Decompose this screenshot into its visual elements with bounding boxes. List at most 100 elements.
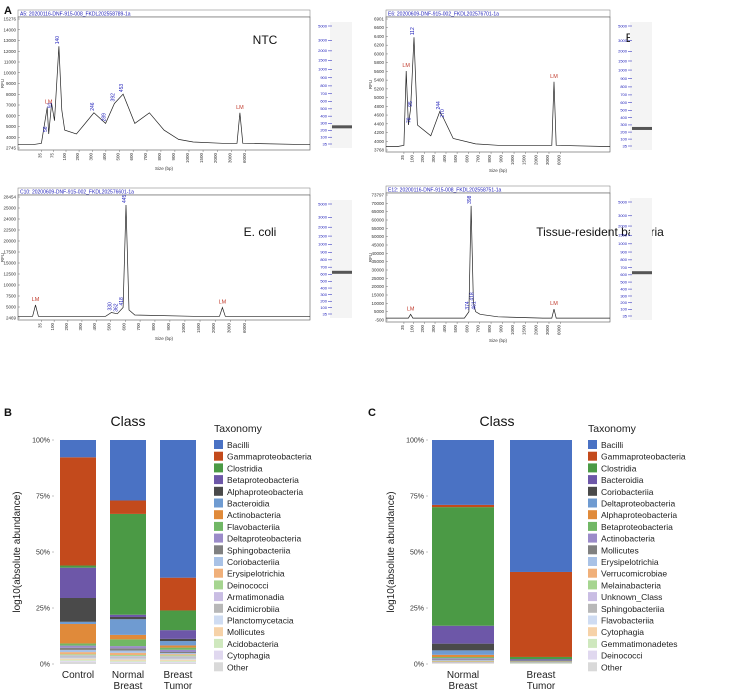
elec-ytick: 5800: [374, 60, 385, 65]
gel-ladder-label: 800: [320, 83, 327, 88]
gel-ladder-label: 700: [620, 265, 627, 270]
elec-xlabel: Size (bp): [489, 338, 508, 343]
bar-segment: [432, 657, 494, 659]
elec-xtick: 35: [400, 155, 405, 161]
legend-label: Gammaproteobacteria: [227, 452, 312, 462]
bar-chart-title: Class: [479, 413, 514, 429]
gel-ladder-label: 600: [320, 99, 327, 104]
legend-swatch: [214, 662, 223, 672]
legend-label: Sphingobacteriia: [601, 604, 665, 614]
elec-xtick: 2000: [211, 323, 216, 334]
elec-xlabel: Size (bp): [155, 336, 174, 341]
gel-ladder-label: 600: [620, 100, 627, 105]
bar-segment: [160, 655, 196, 657]
elec-ytick: 5000: [374, 95, 385, 100]
bar-segment: [160, 641, 196, 646]
elec-ylabel: RFU: [368, 80, 373, 89]
gel-ladder-label: 900: [620, 249, 627, 254]
elec-ytick: 6600: [374, 25, 385, 30]
bar-category-label: Control: [62, 670, 94, 681]
bar-segment: [110, 659, 146, 661]
elec-xtick: 900: [499, 325, 504, 333]
bar-segment: [160, 647, 196, 650]
elec-ytick: 55000: [371, 226, 384, 231]
elec-trace: [386, 37, 611, 147]
elec-ytick: 7500: [6, 294, 17, 299]
gel-ladder-label: 200: [620, 129, 627, 134]
legend-label: Bacilli: [601, 440, 623, 450]
bar-segment: [60, 657, 96, 659]
elec-ytick: 25000: [371, 276, 384, 281]
gel-sample-band: [332, 270, 352, 274]
elec-peak-label: 445: [122, 194, 128, 203]
bar-segment: [60, 457, 96, 566]
legend-swatch: [588, 592, 597, 602]
legend-swatch: [588, 475, 597, 485]
elec-xtick: 100: [410, 325, 415, 333]
elec-ytick: 4400: [374, 121, 385, 126]
elec-ytick: 9000: [6, 81, 17, 86]
elec-ytick: 50000: [371, 234, 384, 239]
elec-ytick: 4600: [374, 113, 385, 118]
bar-chart-ylabel: log10(absolute abundance): [12, 491, 23, 612]
legend-label: Alphaproteobacteria: [601, 510, 677, 520]
elec-xtick: 35: [400, 325, 405, 331]
elec-ytick: 35000: [371, 259, 384, 264]
gel-ladder-label: 600: [620, 272, 627, 277]
gel-ladder-label: 5000: [318, 23, 328, 28]
bar-segment: [60, 652, 96, 655]
elec-ytick: 15276: [3, 17, 16, 22]
elec-xtick: 35: [37, 323, 42, 329]
electropherogram-1: A5: 20200116-DNF-915-008_FKDL202558789-1…: [0, 9, 352, 171]
electropherogram-3: C10: 20200609-DNF-915-002_FKDL202576601-…: [0, 187, 352, 341]
elec-xtick: 1000: [510, 325, 515, 336]
legend-label: Deinococci: [227, 580, 269, 590]
bar-segment: [160, 662, 196, 664]
elec-ytick: 40000: [371, 251, 384, 256]
bar-category-label: Breast: [114, 681, 143, 692]
elec-trace: [18, 46, 311, 146]
gel-ladder-label: 300: [320, 121, 327, 126]
legend-label: Other: [227, 662, 248, 672]
bar-segment: [160, 577, 196, 611]
legend-label: Sphingobacteriia: [227, 545, 291, 555]
bar-chart-ylabel: log10(absolute abundance): [386, 491, 397, 612]
elec-xtick: 900: [171, 153, 176, 161]
elec-xtick: 600: [121, 323, 126, 331]
elec-ytick: 5000: [374, 309, 385, 314]
elec-xtick: 2000: [533, 155, 538, 166]
elec-ytick: 14000: [3, 27, 16, 32]
gel-ladder-label: 3000: [618, 213, 628, 218]
legend-label: Gammaproteobacteria: [601, 452, 686, 462]
elec-xlabel: Size (bp): [155, 166, 174, 171]
gel-ladder-label: 800: [320, 257, 327, 262]
elec-xtick: 500: [115, 153, 120, 161]
elec-peak-label: 95: [408, 101, 414, 107]
bar-segment: [160, 661, 196, 663]
gel-ladder-label: 1500: [618, 233, 628, 238]
bar-segment: [110, 646, 146, 649]
gel-ladder-label: 2000: [618, 49, 628, 54]
elec-ytick: 4000: [6, 135, 17, 140]
bar-segment: [110, 614, 146, 617]
elec-trace: [386, 205, 610, 319]
elec-ytick: 4200: [374, 130, 385, 135]
elec-xtick: 500: [107, 323, 112, 331]
bar-segment: [60, 656, 96, 658]
bar-segment: [110, 656, 146, 658]
gel-ladder-label: 700: [320, 91, 327, 96]
legend-label: Betaproteobacteria: [227, 475, 299, 485]
bar-segment: [432, 650, 494, 655]
elec-xtick: 200: [75, 153, 80, 161]
bar-segment: [160, 440, 196, 578]
legend-swatch: [214, 498, 223, 508]
elec-peak-label: 461: [472, 301, 478, 310]
elec-header-text: E12: 20200116-DNF-915-008_FKDL202558751-…: [388, 188, 502, 194]
elec-xtick: 700: [143, 153, 148, 161]
gel-ladder-label: 900: [320, 250, 327, 255]
elec-peak-label: 112: [410, 27, 416, 35]
elec-ytick: 24000: [3, 217, 16, 222]
legend-swatch: [214, 451, 223, 461]
gel-ladder-label: 1000: [318, 67, 328, 72]
bar-segment: [160, 630, 196, 639]
